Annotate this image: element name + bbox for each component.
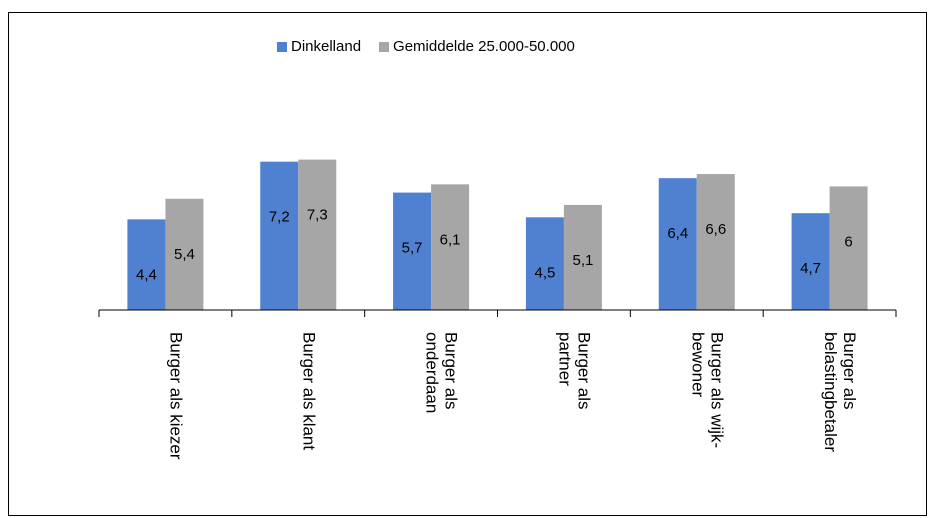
bar-dinkelland-5 bbox=[791, 213, 830, 310]
category-label-4-0: Burger als wijk- bbox=[707, 332, 726, 448]
legend-item-gemiddelde: Gemiddelde 25.000-50.000 bbox=[379, 38, 575, 55]
bar-dinkelland-1 bbox=[260, 161, 299, 310]
data-label-dinkelland-1: 7,2 bbox=[269, 209, 290, 226]
data-label-gemiddelde-0: 5,4 bbox=[174, 246, 195, 263]
bar-dinkelland-3 bbox=[525, 217, 564, 310]
legend: Dinkelland Gemiddelde 25.000-50.000 bbox=[277, 38, 593, 55]
legend-swatch-dinkelland bbox=[277, 41, 287, 52]
category-label-2-1: onderdaan bbox=[423, 332, 442, 413]
legend-item-dinkelland: Dinkelland bbox=[277, 38, 361, 55]
bar-dinkelland-2 bbox=[393, 192, 432, 310]
bar-gemiddelde-3 bbox=[563, 204, 602, 310]
category-label-4-1: bewoner bbox=[688, 332, 707, 398]
legend-swatch-gemiddelde bbox=[379, 41, 390, 52]
category-label-2-0: Burger als bbox=[442, 332, 461, 409]
bar-dinkelland-0 bbox=[127, 219, 166, 310]
category-label-0-0: Burger als kiezer bbox=[166, 332, 185, 460]
data-label-dinkelland-4: 6,4 bbox=[667, 225, 688, 242]
data-label-gemiddelde-4: 6,6 bbox=[705, 221, 726, 238]
bar-gemiddelde-5 bbox=[829, 186, 868, 310]
chart-frame bbox=[8, 12, 927, 516]
bar-gemiddelde-0 bbox=[165, 198, 204, 310]
data-label-gemiddelde-5: 6 bbox=[844, 233, 852, 250]
bar-gemiddelde-4 bbox=[696, 174, 735, 310]
bar-gemiddelde-2 bbox=[431, 184, 470, 310]
data-label-gemiddelde-2: 6,1 bbox=[440, 231, 461, 248]
category-label-5-1: belastingbetaler bbox=[821, 332, 840, 452]
data-label-dinkelland-5: 4,7 bbox=[800, 260, 821, 277]
data-label-dinkelland-3: 4,5 bbox=[534, 264, 555, 281]
bar-dinkelland-4 bbox=[658, 178, 697, 310]
category-label-3-1: partner bbox=[555, 332, 574, 386]
data-label-dinkelland-2: 5,7 bbox=[402, 240, 423, 257]
data-label-gemiddelde-3: 5,1 bbox=[572, 252, 593, 269]
data-label-gemiddelde-1: 7,3 bbox=[307, 207, 328, 224]
data-label-dinkelland-0: 4,4 bbox=[136, 266, 157, 283]
bar-gemiddelde-1 bbox=[298, 159, 337, 310]
category-label-1-0: Burger als klant bbox=[299, 332, 318, 450]
category-label-5-0: Burger als bbox=[840, 332, 859, 409]
legend-label-gemiddelde: Gemiddelde 25.000-50.000 bbox=[393, 38, 575, 55]
category-label-3-0: Burger als bbox=[574, 332, 593, 409]
legend-label-dinkelland: Dinkelland bbox=[291, 38, 362, 55]
